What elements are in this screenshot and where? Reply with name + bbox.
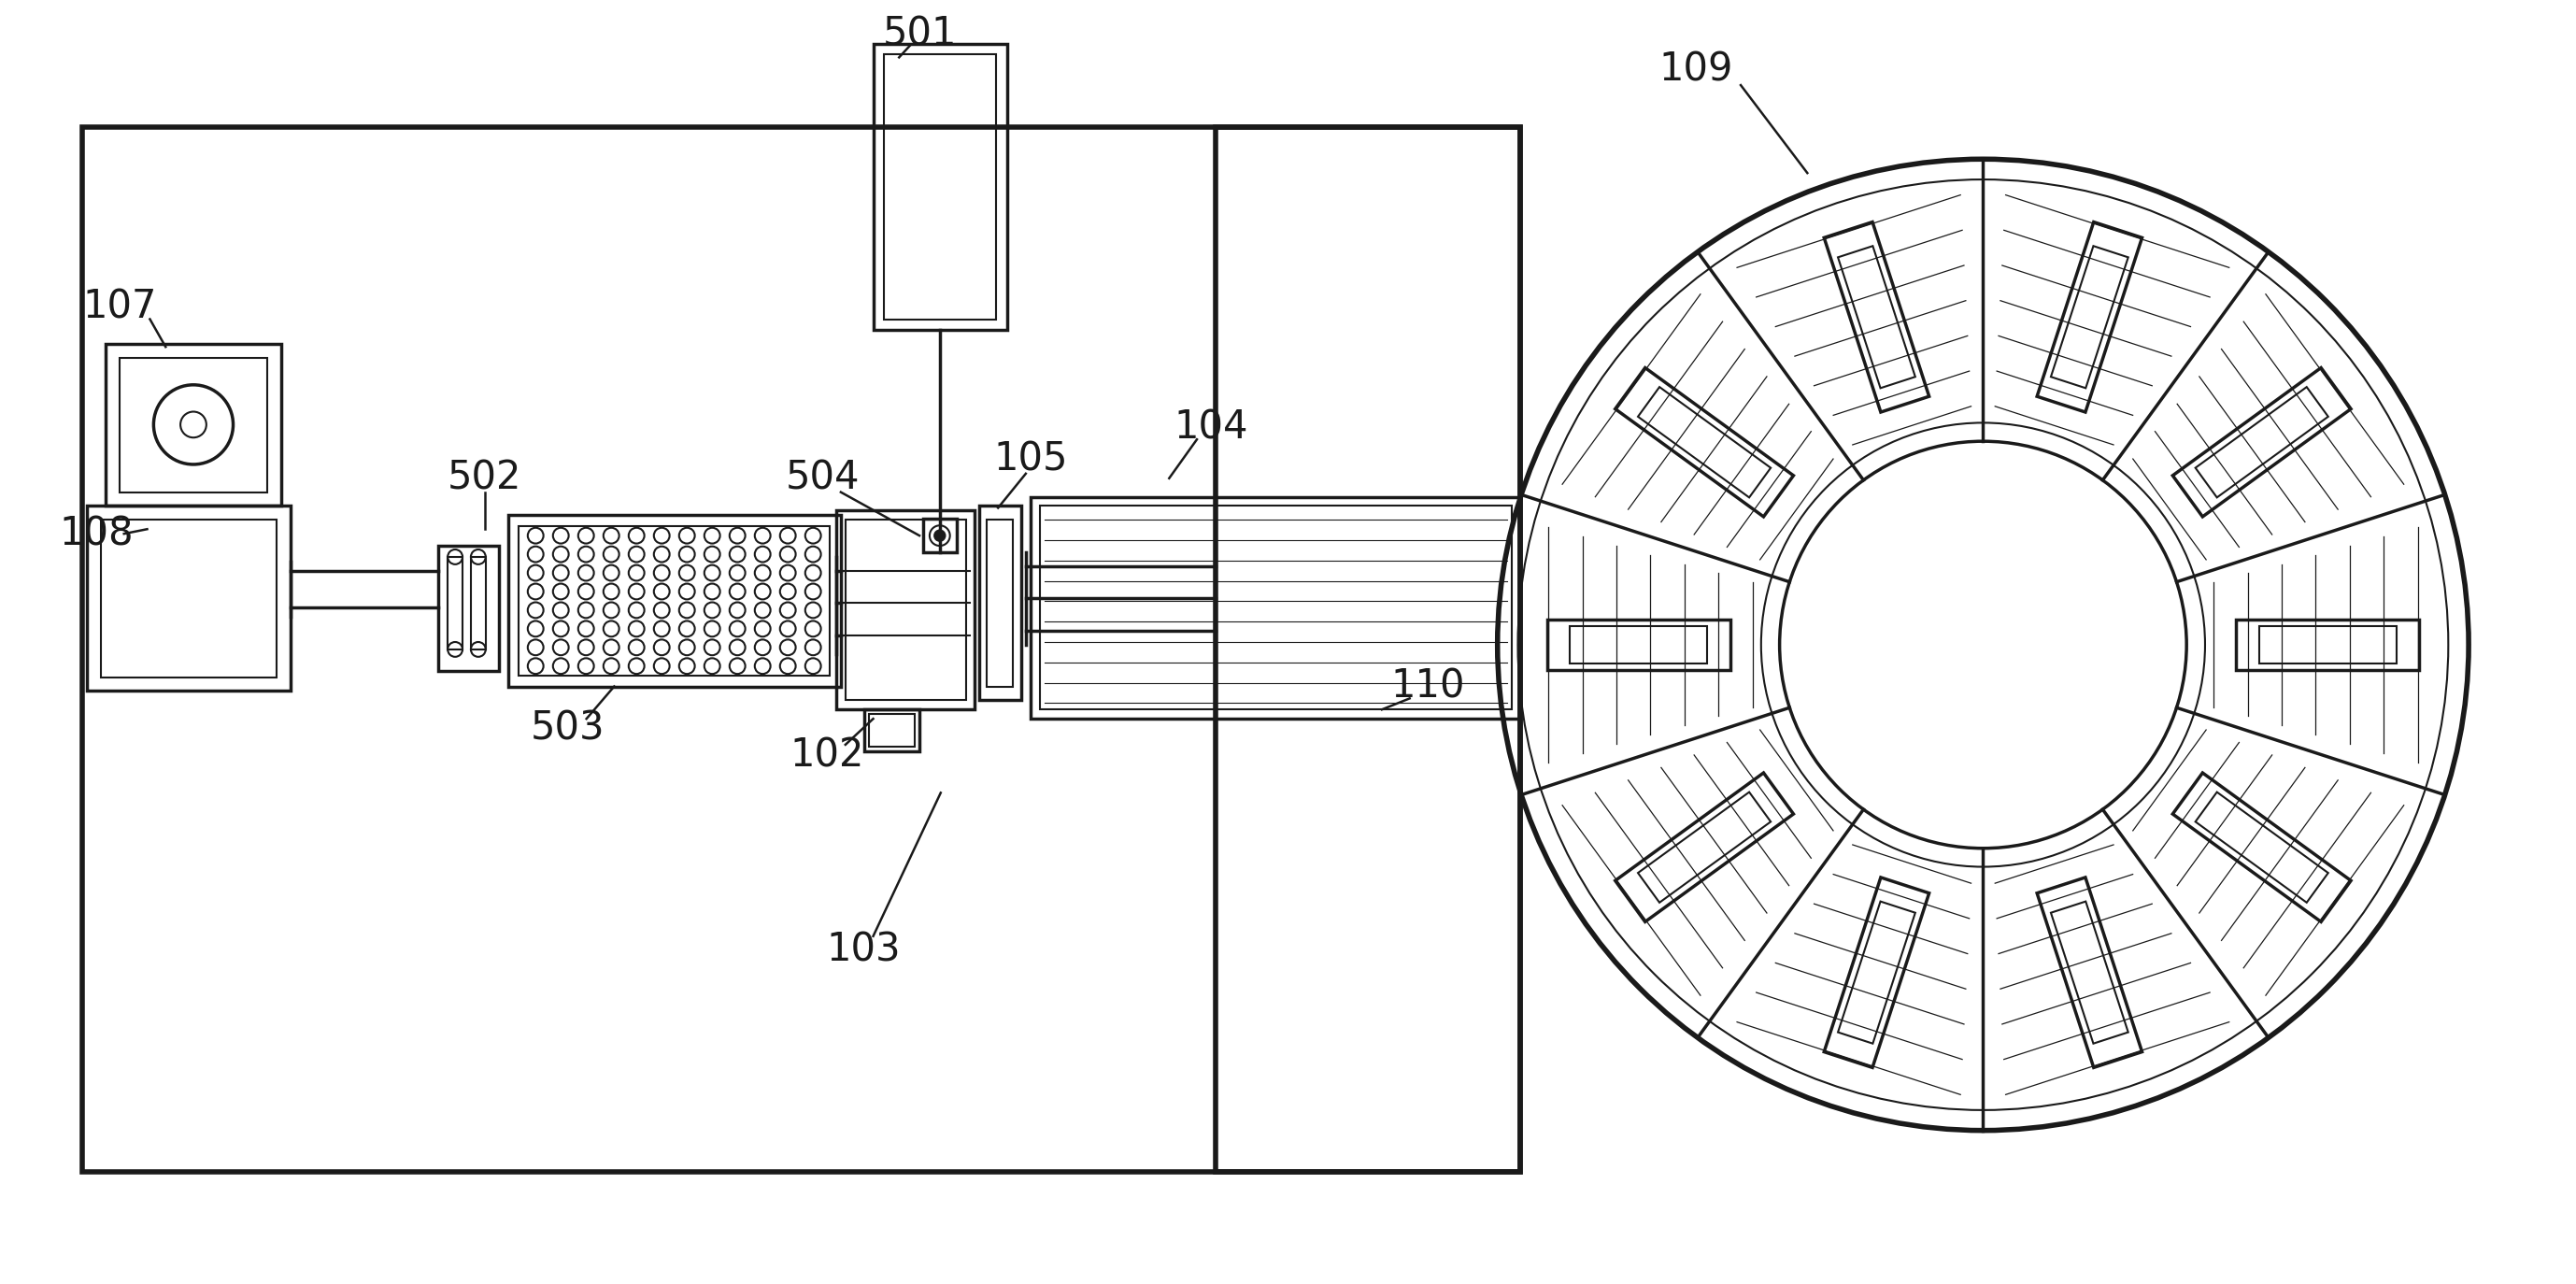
Text: 504: 504 — [786, 458, 860, 498]
Bar — [863, 710, 920, 751]
Bar — [100, 520, 276, 677]
Bar — [873, 44, 1007, 330]
Bar — [438, 546, 500, 670]
Bar — [1030, 497, 1520, 719]
Bar — [471, 557, 487, 650]
Text: 107: 107 — [82, 288, 157, 326]
Bar — [82, 127, 1520, 1172]
Bar — [518, 526, 829, 675]
Bar — [979, 506, 1020, 700]
Text: 103: 103 — [827, 931, 902, 969]
Text: 108: 108 — [59, 514, 134, 553]
Bar — [1216, 127, 1520, 1172]
Text: 109: 109 — [1659, 50, 1734, 89]
Bar — [922, 519, 956, 552]
Bar — [448, 557, 464, 650]
Bar — [1041, 506, 1512, 710]
Bar — [845, 520, 966, 700]
Bar — [987, 520, 1012, 687]
Text: 110: 110 — [1391, 666, 1466, 706]
Text: 104: 104 — [1175, 408, 1247, 447]
Bar — [88, 506, 291, 691]
Bar — [507, 515, 840, 687]
Bar — [837, 511, 974, 710]
Text: 501: 501 — [884, 14, 956, 54]
Text: 105: 105 — [994, 440, 1066, 479]
Circle shape — [935, 532, 945, 541]
Text: 503: 503 — [531, 709, 605, 747]
Text: 502: 502 — [448, 458, 523, 498]
Bar — [868, 714, 914, 746]
Bar — [106, 344, 281, 506]
Bar — [884, 55, 997, 320]
Bar — [118, 358, 268, 492]
Text: 102: 102 — [791, 736, 863, 776]
